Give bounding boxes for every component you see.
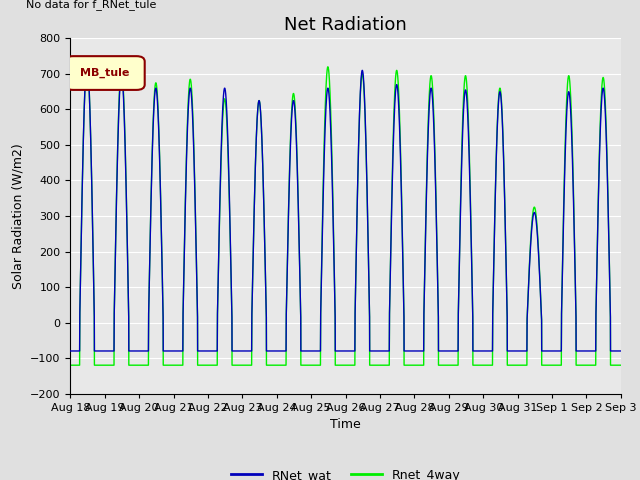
Y-axis label: Solar Radiation (W/m2): Solar Radiation (W/m2) xyxy=(12,143,24,289)
Rnet_4way xyxy=(83,60,91,66)
RNet_wat xyxy=(617,348,625,354)
Text: No data for f_RNet_tule: No data for f_RNet_tule xyxy=(26,0,157,10)
Rnet_4way xyxy=(180,232,188,238)
RNet_wat xyxy=(83,60,91,66)
RNet_wat xyxy=(180,235,188,241)
RNet_wat xyxy=(524,304,531,310)
RNet_wat xyxy=(497,91,504,97)
Rnet_4way xyxy=(538,362,546,368)
Line: Rnet_4way: Rnet_4way xyxy=(70,63,621,365)
Rnet_4way xyxy=(497,88,504,94)
FancyBboxPatch shape xyxy=(65,56,145,90)
Text: MB_tule: MB_tule xyxy=(80,68,129,78)
RNet_wat xyxy=(396,124,403,130)
Rnet_4way xyxy=(67,362,74,368)
Rnet_4way xyxy=(524,303,531,309)
Title: Net Radiation: Net Radiation xyxy=(284,16,407,34)
X-axis label: Time: Time xyxy=(330,418,361,431)
Line: RNet_wat: RNet_wat xyxy=(70,63,621,351)
Rnet_4way xyxy=(366,362,374,368)
Rnet_4way xyxy=(617,362,625,368)
RNet_wat xyxy=(366,348,374,354)
RNet_wat xyxy=(67,348,74,354)
Rnet_4way xyxy=(396,112,403,118)
RNet_wat xyxy=(538,348,546,354)
Legend: RNet_wat, Rnet_4way: RNet_wat, Rnet_4way xyxy=(226,464,465,480)
